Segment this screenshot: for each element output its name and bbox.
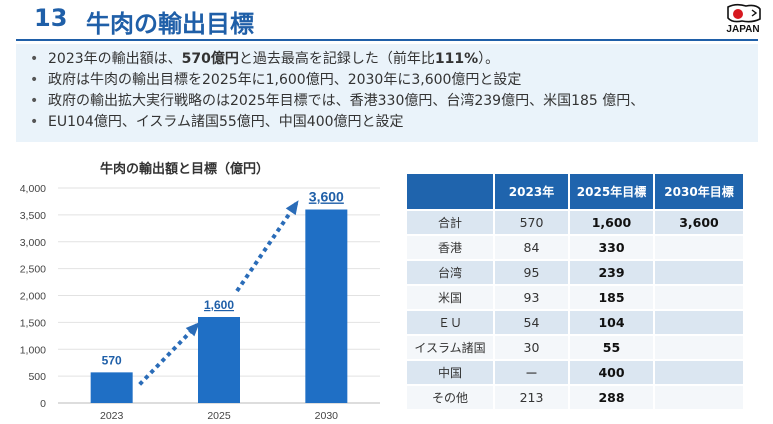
logo-text: JAPAN [726, 24, 760, 35]
chart-title: 牛肉の輸出額と目標（億円） [100, 162, 270, 177]
bar-value-label: 1,600 [204, 298, 234, 312]
table-cell [655, 236, 743, 259]
bar-value-label: 570 [102, 353, 122, 367]
table-row: 米国 93 185 [407, 286, 743, 309]
trend-arrow-head [285, 200, 299, 216]
y-tick-label: 0 [40, 398, 46, 410]
bullet-item: 2023年の輸出額は、570億円と過去最高を記録した（前年比111%）。 [30, 49, 758, 70]
bar-chart-svg: 0 500 1,000 1,500 2,000 2,500 3,000 3,500 4,000 5… [20, 183, 380, 422]
table-cell: 93 [495, 286, 568, 309]
table-cell: 330 [570, 236, 653, 259]
y-tick-label: 2,500 [20, 264, 46, 276]
trend-arrow [235, 202, 298, 293]
table-cell: 239 [570, 261, 653, 284]
table-cell [655, 361, 743, 384]
table-cell [655, 261, 743, 284]
table-cell: 合計 [407, 211, 493, 234]
table-cell [655, 311, 743, 334]
table-row: 香港 84 330 [407, 236, 743, 259]
bullet-text: 2023年の輸出額は、 [48, 51, 182, 67]
table-header: 2030年目標 [655, 174, 743, 209]
table-cell: 213 [495, 386, 568, 409]
table-cell: 54 [495, 311, 568, 334]
table-cell: 30 [495, 336, 568, 359]
table-cell: 95 [495, 261, 568, 284]
table-cell: 香港 [407, 236, 493, 259]
table-cell: 3,600 [655, 211, 743, 234]
bar [198, 317, 240, 403]
y-tick-label: 2,000 [20, 291, 46, 303]
table-cell: 1,600 [570, 211, 653, 234]
table-cell: ＥＵ [407, 311, 493, 334]
bullet-item: 政府は牛肉の輸出目標を2025年に1,600億円、2030年に3,600億円と設… [30, 70, 758, 91]
table-cell: 米国 [407, 286, 493, 309]
trend-arrow-head [185, 322, 200, 337]
bar [90, 372, 133, 403]
table-cell: その他 [407, 386, 493, 409]
title-bar: 13 牛肉の輸出目標 JAPAN [0, 0, 773, 41]
table-header-row: 2023年 2025年目標 2030年目標 [407, 174, 743, 209]
x-tick-label: 2025 [207, 410, 231, 420]
table-row: 合計 570 1,600 3,600 [407, 211, 743, 234]
table-row: イスラム諸国 30 55 [407, 336, 743, 359]
table-cell: 中国 [407, 361, 493, 384]
table-row: 中国ー 400 [407, 361, 743, 384]
table-header [407, 174, 493, 209]
y-tick-label: 1,000 [20, 344, 46, 356]
table-cell: 84 [495, 236, 568, 259]
bullet-text: と過去最高を記録した（前年比 [238, 51, 435, 67]
table-row: 台湾 95 239 [407, 261, 743, 284]
table-cell: 400 [570, 361, 653, 384]
table-cell [655, 286, 743, 309]
table-cell: 288 [570, 386, 653, 409]
table-cell: 570 [495, 211, 568, 234]
table-cell: ー [495, 361, 568, 384]
bullet-item: EU104億円、イスラム諸国55億円、中国400億円と設定 [30, 112, 758, 133]
summary-bullets: 2023年の輸出額は、570億円と過去最高を記録した（前年比111%）。 政府は… [16, 44, 758, 142]
bullet-bold: 570億円 [181, 51, 239, 67]
bullet-item: 政府の輸出拡大実行戦略のは2025年目標では、香港330億円、台湾239億円、米… [30, 91, 758, 112]
x-tick-label: 2030 [315, 410, 339, 420]
bullet-bold: 111% [434, 51, 479, 67]
table-header: 2023年 [495, 174, 568, 209]
table-row: その他 213 288 [407, 386, 743, 409]
table-cell [655, 386, 743, 409]
trend-arrow [138, 323, 199, 386]
y-tick-label: 3,500 [20, 210, 46, 222]
bullet-text: ）。 [478, 51, 500, 67]
page-title: 牛肉の輸出目標 [86, 10, 254, 38]
x-tick-label: 2023 [100, 410, 124, 420]
table-header: 2025年目標 [570, 174, 653, 209]
cow-icon [727, 3, 761, 23]
title-divider [16, 39, 758, 41]
y-tick-label: 3,000 [20, 237, 46, 249]
bar-value-label: 3,600 [309, 189, 344, 205]
bar [305, 209, 348, 403]
y-tick-label: 500 [28, 371, 46, 383]
japan-logo: JAPAN [722, 3, 764, 37]
slide-number: 13 [34, 4, 68, 32]
export-table: 2023年 2025年目標 2030年目標 合計 570 1,600 3,600 香港 8… [405, 172, 745, 411]
table-cell: 55 [570, 336, 653, 359]
table-cell [655, 336, 743, 359]
export-chart: 牛肉の輸出額と目標（億円） 0 500 1,000 1,500 2,000 2,500 3,… [0, 150, 400, 422]
table-cell: 104 [570, 311, 653, 334]
table-cell: 台湾 [407, 261, 493, 284]
table-cell: 185 [570, 286, 653, 309]
y-tick-label: 4,000 [20, 183, 46, 195]
table-row: ＥＵ 54 104 [407, 311, 743, 334]
table-cell: イスラム諸国 [407, 336, 493, 359]
y-tick-label: 1,500 [20, 317, 46, 329]
